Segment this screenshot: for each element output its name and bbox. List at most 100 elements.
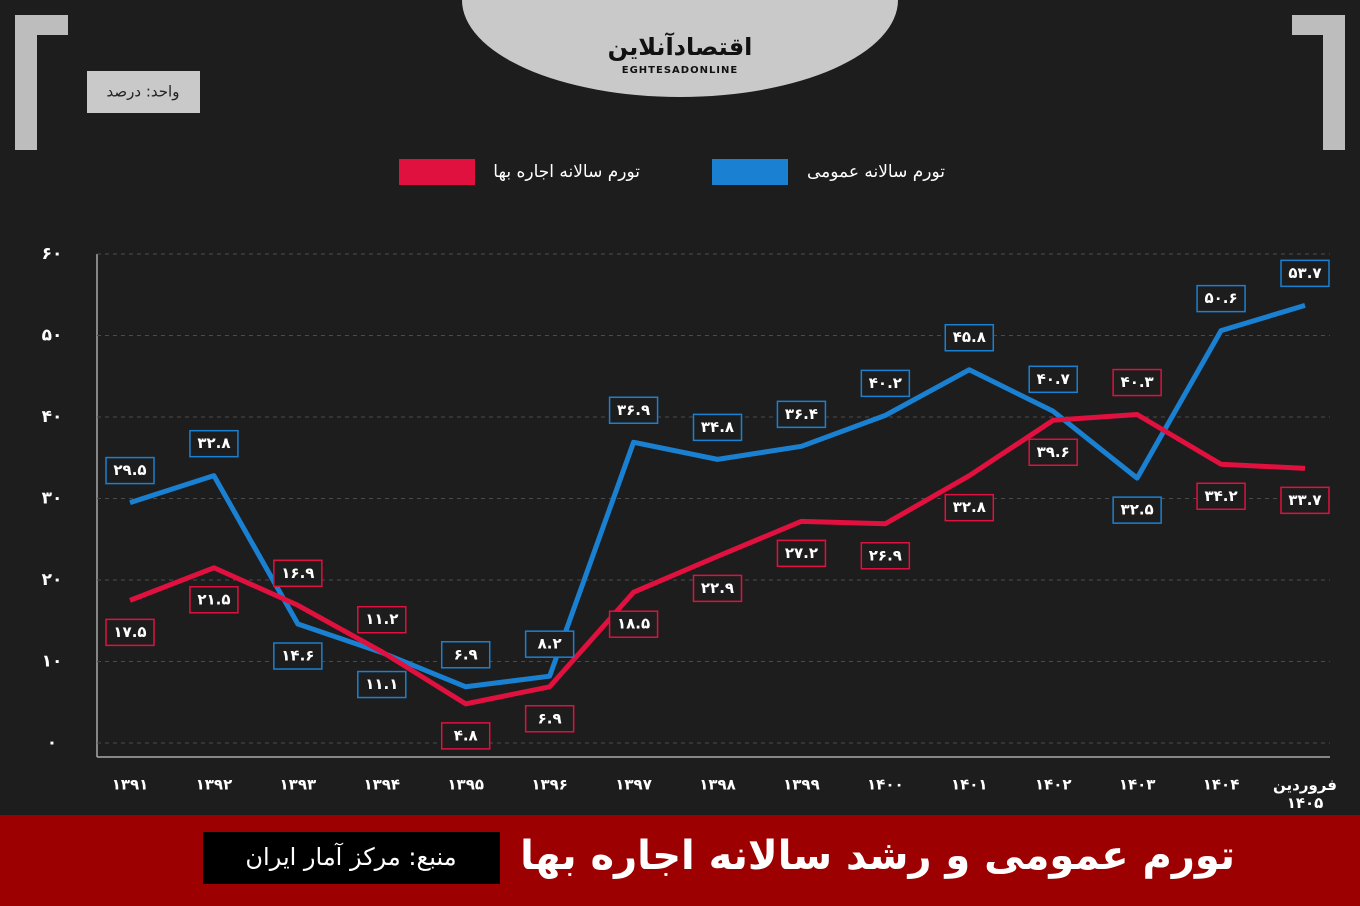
x-tick-label: ۱۳۹۶ [531, 776, 568, 794]
value-label: ۴۰.۷ [1037, 370, 1070, 388]
value-label-box [692, 574, 743, 603]
corner-bracket [15, 15, 68, 150]
value-label-box [776, 539, 827, 568]
source: منبع: مرکز آمار ایران [245, 842, 456, 871]
value-label: ۴۵.۸ [953, 328, 986, 346]
logo-latin: EGHTESADONLINE [622, 65, 738, 76]
value-label: ۱۷.۵ [113, 623, 146, 641]
x-tick-label: ۱۳۹۱ [112, 776, 149, 794]
legend-label: تورم سالانه اجاره بها [493, 162, 640, 182]
value-label: ۲۷.۲ [785, 544, 818, 562]
value-label-box [440, 722, 491, 750]
source-box [203, 832, 500, 884]
value-label: ۲۹.۵ [113, 461, 146, 479]
value-label-box [273, 559, 323, 588]
value-label: ۶.۹ [538, 709, 562, 727]
value-label-box [1196, 284, 1246, 313]
legend-swatch [399, 159, 475, 185]
value-label-box [1028, 365, 1078, 394]
y-tick-label: ۰ [47, 733, 57, 753]
value-label-box [189, 429, 239, 458]
value-label: ۳۴.۸ [701, 418, 734, 436]
logo-badge [462, 0, 898, 97]
value-label: ۵۳.۷ [1288, 264, 1321, 282]
y-tick-label: ۶۰ [42, 244, 63, 264]
value-label-box [105, 456, 155, 485]
value-label-box [1196, 482, 1246, 511]
x-tick-label: ۱۳۹۳ [280, 776, 317, 794]
value-label-box [440, 641, 491, 669]
value-label: ۳۲.۸ [197, 434, 230, 452]
value-label: ۱۱.۱ [365, 675, 398, 693]
value-label-box [776, 400, 827, 429]
value-label: ۴۰.۲ [869, 374, 902, 392]
value-label-box [189, 586, 239, 614]
value-label: ۳۳.۷ [1288, 491, 1321, 509]
value-label-box [608, 610, 659, 638]
x-tick-label: ۱۳۹۵ [447, 776, 484, 794]
value-label: ۲۱.۵ [197, 590, 230, 608]
x-tick-label: فروردین ۱۴۰۵ [1273, 776, 1337, 812]
footer-title: تورم عمومی و رشد سالانه اجاره بها [520, 833, 1235, 879]
value-label-box [105, 618, 155, 647]
value-label-box [944, 493, 995, 522]
value-label: ۱۶.۹ [281, 564, 314, 582]
logo: اقتصادآنلاین [608, 32, 753, 61]
value-label-box [524, 705, 575, 733]
value-label: ۲۲.۹ [701, 579, 734, 597]
value-label: ۴.۸ [454, 726, 478, 744]
legend-swatch [712, 159, 788, 185]
value-label: ۴۰.۳ [1121, 373, 1154, 391]
x-tick-label: ۱۴۰۱ [951, 776, 988, 794]
value-label: ۳۶.۹ [617, 401, 650, 419]
value-label: ۶.۹ [454, 645, 478, 663]
value-label-box [1112, 368, 1162, 397]
value-label: ۱۴.۶ [281, 647, 314, 665]
value-label: ۳۲.۸ [953, 498, 986, 516]
y-tick-label: ۵۰ [42, 326, 63, 346]
series-line [129, 412, 1306, 707]
x-tick-label: ۱۴۰۰ [867, 776, 904, 794]
value-label-box [1028, 438, 1078, 467]
value-label-box [273, 642, 323, 670]
value-label-box [524, 630, 575, 658]
value-label-box [860, 542, 911, 570]
legend-label: تورم سالانه عمومی [807, 162, 945, 182]
value-label-box [1280, 486, 1330, 515]
value-label: ۳۶.۴ [785, 405, 818, 423]
series-line [129, 302, 1306, 690]
x-tick-label: ۱۳۹۸ [699, 776, 736, 794]
value-label-box [608, 396, 659, 425]
value-label: ۳۹.۶ [1037, 443, 1070, 461]
x-tick-label: ۱۴۰۴ [1203, 776, 1240, 794]
value-label-box [357, 605, 407, 634]
x-tick-label: ۱۴۰۳ [1119, 776, 1156, 794]
value-label-box [944, 323, 995, 352]
x-tick-label: ۱۳۹۷ [615, 776, 652, 794]
y-tick-label: ۳۰ [42, 489, 63, 509]
x-tick-label: ۱۳۹۹ [783, 776, 820, 794]
x-tick-label: ۱۳۹۴ [363, 776, 400, 794]
value-label-box [357, 670, 407, 699]
value-label: ۱۸.۵ [617, 615, 650, 633]
y-tick-label: ۲۰ [42, 570, 63, 590]
value-label: ۱۱.۲ [365, 610, 398, 628]
value-label: ۸.۲ [538, 635, 562, 653]
value-label-box [860, 369, 911, 398]
value-label: ۳۲.۵ [1121, 501, 1154, 519]
y-tick-label: ۱۰ [42, 652, 63, 672]
x-tick-label: ۱۴۰۲ [1035, 776, 1072, 794]
corner-bracket [1292, 15, 1345, 150]
value-label-box [692, 413, 743, 442]
y-tick-label: ۴۰ [42, 407, 63, 427]
value-label: ۲۶.۹ [869, 546, 902, 564]
unit-label: واحد: درصد [107, 83, 180, 101]
value-label-box [1112, 496, 1162, 524]
x-tick-label: ۱۳۹۲ [196, 776, 233, 794]
value-label-box [1280, 259, 1330, 288]
value-label: ۵۰.۶ [1204, 289, 1237, 307]
value-label: ۳۴.۲ [1204, 487, 1237, 505]
unit-box [87, 71, 200, 113]
